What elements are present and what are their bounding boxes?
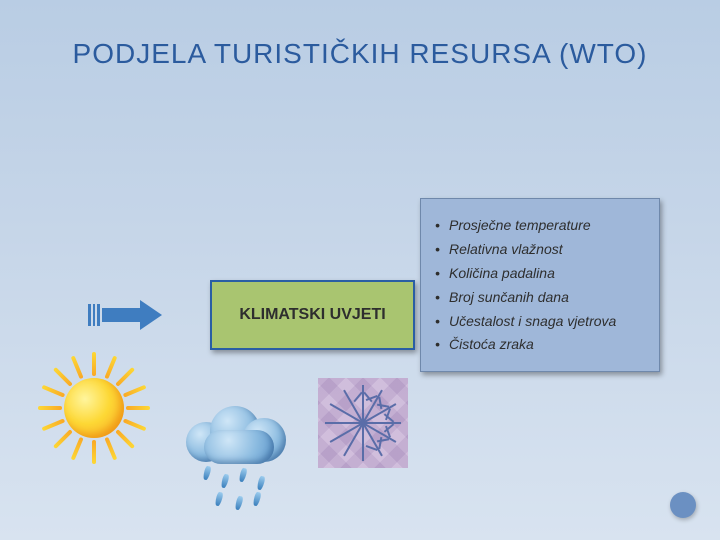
- list-item: Učestalost i snaga vjetrova: [435, 312, 645, 331]
- list-item: Broj sunčanih dana: [435, 288, 645, 307]
- snowflake-icon: [318, 378, 408, 468]
- list-item: Količina padalina: [435, 264, 645, 283]
- page-number-dot: [670, 492, 696, 518]
- center-box-label: KLIMATSKI UVJETI: [239, 305, 385, 326]
- list-items: Prosječne temperature Relativna vlažnost K…: [435, 216, 645, 354]
- list-item: Prosječne temperature: [435, 216, 645, 235]
- list-item: Relativna vlažnost: [435, 240, 645, 259]
- list-box: Prosječne temperature Relativna vlažnost K…: [420, 198, 660, 372]
- page-title: PODJELA TURISTIČKIH RESURSA (WTO): [0, 38, 720, 70]
- sun-icon: [34, 348, 154, 468]
- list-item: Čistoća zraka: [435, 335, 645, 354]
- cloud-rain-icon: [176, 396, 306, 516]
- arrow-icon: [88, 300, 168, 330]
- center-box: KLIMATSKI UVJETI: [210, 280, 415, 350]
